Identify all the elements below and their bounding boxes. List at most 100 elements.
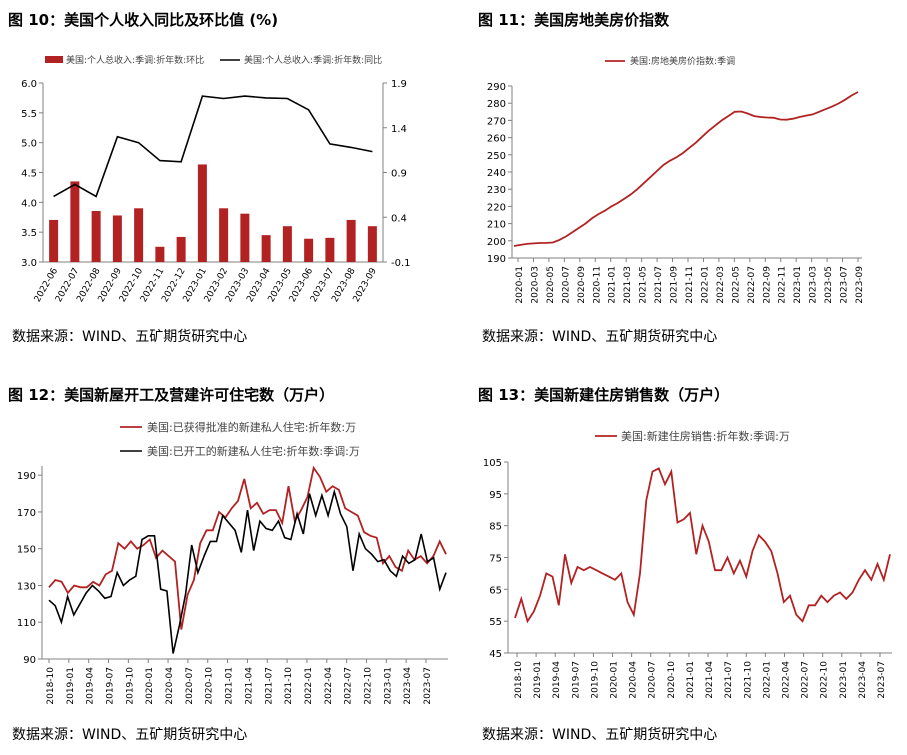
fig12-x-tick-label: 2020-04 <box>165 667 175 705</box>
fig12-line-permits <box>48 465 447 630</box>
fig11-line-hpi <box>513 91 859 247</box>
fig10-yr-tick-label: 1.4 <box>391 124 407 135</box>
fig10-bar <box>134 208 144 262</box>
fig11-x-tick-label: 2021-11 <box>685 266 695 304</box>
fig13-title: 图 13：美国新建住房销售数（万户） <box>478 386 730 404</box>
fig13-y-tick-label: 45 <box>489 649 502 660</box>
fig11-y-tick-label: 240 <box>487 168 506 179</box>
fig12-x-tick-label: 2023-04 <box>403 667 413 705</box>
fig10-bar <box>197 164 207 262</box>
fig10-yl-tick-label: 6.0 <box>21 79 37 90</box>
fig12-y-tick-label: 90 <box>23 655 36 666</box>
fig10-bar <box>261 235 271 262</box>
fig11-x-tick-label: 2023-01 <box>793 266 803 304</box>
fig10-bar <box>91 210 101 262</box>
fig13-y-tick-label: 75 <box>489 554 502 565</box>
fig12-x-tick-label: 2021-07 <box>264 667 274 705</box>
fig13-x-tick-label: 2021-04 <box>705 661 715 699</box>
fig10-bar <box>112 215 122 262</box>
fig13-source: 数据来源：WIND、五矿期货研究中心 <box>482 727 718 743</box>
fig10-bar <box>70 181 80 262</box>
fig13-x-tick-label: 2020-01 <box>610 661 620 699</box>
fig12-y-tick-label: 110 <box>17 618 36 629</box>
fig10-bar <box>219 208 229 262</box>
fig11-y-tick-label: 190 <box>487 254 506 265</box>
fig13-x-tick-label: 2021-07 <box>724 661 734 699</box>
fig11-x-tick-label: 2021-05 <box>639 266 649 304</box>
fig11-x-tick-label: 2021-07 <box>654 266 664 304</box>
fig10-yr-tick-label: 0.4 <box>391 213 407 224</box>
fig13-x-tick-label: 2023-07 <box>877 661 887 699</box>
fig13-x-tick-label: 2022-10 <box>820 661 830 699</box>
fig13-x-tick-label: 2021-01 <box>686 661 696 699</box>
fig12-x-tick-label: 2019-01 <box>66 667 76 705</box>
fig11-x-tick-label: 2022-07 <box>747 266 757 304</box>
fig11-x-tick-label: 2021-03 <box>623 266 633 304</box>
fig11-y-tick-label: 200 <box>487 237 506 248</box>
fig11-y-tick-label: 280 <box>487 99 506 110</box>
fig11-legend-label: 美国:房地美房价指数:季调 <box>630 55 735 67</box>
fig12-x-tick-label: 2022-04 <box>324 667 334 705</box>
fig12-x-tick-label: 2019-07 <box>106 667 116 705</box>
fig10-bar <box>155 246 165 262</box>
fig10-yl-tick-label: 4.5 <box>21 169 37 180</box>
fig10-line-yoy <box>53 95 373 198</box>
fig12-x-tick-label: 2022-01 <box>304 667 314 705</box>
fig11-y-tick-label: 290 <box>487 82 506 93</box>
fig12-x-tick-label: 2018-10 <box>46 667 56 705</box>
fig11-x-tick-label: 2022-01 <box>700 266 710 304</box>
fig10-legend-bar-swatch <box>45 56 63 63</box>
fig12-x-tick-label: 2019-10 <box>125 667 135 705</box>
fig11-x-tick-label: 2020-09 <box>577 266 587 304</box>
fig10-bar <box>49 219 59 262</box>
fig13-y-tick-label: 105 <box>483 458 502 469</box>
fig10-yr-tick-label: 0.9 <box>391 169 407 180</box>
fig10-bar <box>240 213 250 262</box>
fig10-yr-tick-label: 1.9 <box>391 79 407 90</box>
fig11-x-tick-label: 2023-07 <box>840 266 850 304</box>
fig12-x-tick-label: 2023-07 <box>423 667 433 705</box>
fig12-x-tick-label: 2021-04 <box>244 667 254 705</box>
fig11-y-tick-label: 270 <box>487 116 506 127</box>
fig13-x-tick-label: 2019-07 <box>571 661 581 699</box>
fig12-title: 图 12：美国新屋开工及营建许可住宅数（万户） <box>8 386 335 404</box>
fig12-y-tick-label: 130 <box>17 581 36 592</box>
fig13-legend-label: 美国:新建住房销售:折年数:季调:万 <box>621 429 790 443</box>
fig10-bar <box>367 226 377 262</box>
fig11-x-tick-label: 2020-03 <box>530 266 540 304</box>
fig13-x-tick-label: 2019-04 <box>552 661 562 699</box>
fig11-x-tick-label: 2021-01 <box>608 266 618 304</box>
fig12-y-tick-label: 190 <box>17 471 36 482</box>
fig13-x-tick-label: 2023-01 <box>839 661 849 699</box>
fig12-x-tick-label: 2023-01 <box>383 667 393 705</box>
fig10-bar <box>325 237 335 262</box>
fig13-x-tick-label: 2023-04 <box>858 661 868 699</box>
fig10-source: 数据来源：WIND、五矿期货研究中心 <box>12 329 248 345</box>
fig11-y-tick-label: 220 <box>487 202 506 213</box>
fig11-source: 数据来源：WIND、五矿期货研究中心 <box>482 329 718 345</box>
fig13-x-tick-label: 2022-07 <box>801 661 811 699</box>
fig13-x-tick-label: 2018-10 <box>514 661 524 699</box>
fig13-x-tick-label: 2020-04 <box>629 661 639 699</box>
fig11-x-tick-label: 2020-11 <box>592 266 602 304</box>
fig10-legend-bar-label: 美国:个人总收入:季调:折年数:环比 <box>66 54 204 66</box>
fig13-x-tick-label: 2019-01 <box>533 661 543 699</box>
fig11-x-tick-label: 2023-09 <box>855 266 865 304</box>
fig12-y-tick-label: 170 <box>17 508 36 519</box>
fig12-source: 数据来源：WIND、五矿期货研究中心 <box>12 727 248 743</box>
fig10-yl-tick-label: 3.5 <box>21 228 37 239</box>
fig11-y-tick-label: 250 <box>487 151 506 162</box>
fig11-x-tick-label: 2020-07 <box>561 266 571 304</box>
fig11-y-tick-label: 260 <box>487 134 506 145</box>
fig11-x-tick-label: 2023-05 <box>824 266 834 304</box>
fig12-x-tick-label: 2021-10 <box>284 667 294 705</box>
fig10-yr-tick-label: -0.1 <box>391 258 411 269</box>
fig12-line-starts <box>48 488 447 654</box>
fig10-bar <box>282 226 292 262</box>
fig12-x-tick-label: 2022-07 <box>344 667 354 705</box>
fig11-y-tick-label: 210 <box>487 220 506 231</box>
